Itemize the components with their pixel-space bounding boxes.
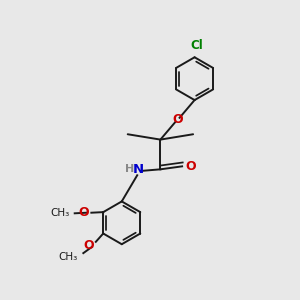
Text: Cl: Cl (190, 39, 203, 52)
Text: O: O (186, 160, 196, 173)
Text: H: H (125, 164, 134, 174)
Text: O: O (172, 113, 183, 126)
Text: CH₃: CH₃ (59, 252, 78, 262)
Text: N: N (132, 163, 143, 176)
Text: O: O (78, 206, 89, 219)
Text: O: O (83, 239, 94, 252)
Text: CH₃: CH₃ (50, 208, 69, 218)
